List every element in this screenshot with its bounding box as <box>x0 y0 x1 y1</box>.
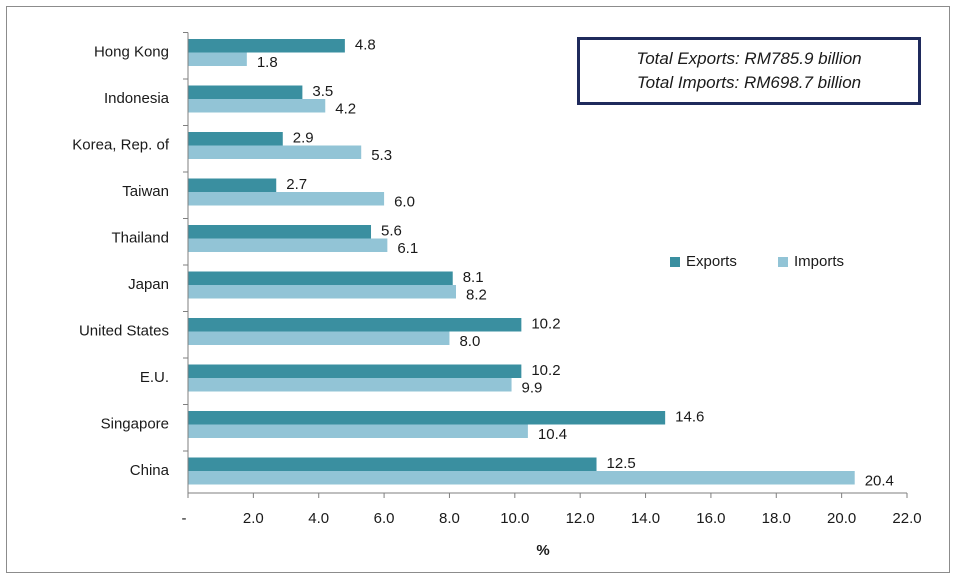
exports-bar-3 <box>188 178 277 192</box>
imports-value-label-4: 6.1 <box>397 240 418 257</box>
imports-value-label-6: 8.0 <box>459 333 480 350</box>
x-tick-label-8: 16.0 <box>696 510 725 527</box>
x-tick-label-3: 6.0 <box>374 510 395 527</box>
bars-layer <box>188 39 855 485</box>
category-label-1: Indonesia <box>104 90 170 107</box>
category-label-9: China <box>130 462 170 479</box>
imports-value-label-8: 10.4 <box>538 426 567 443</box>
totals-annotation-box: Total Exports: RM785.9 billion Total Imp… <box>577 37 921 105</box>
category-label-7: E.U. <box>140 369 169 386</box>
legend-exports-label: Exports <box>686 253 737 270</box>
x-tick-label-6: 12.0 <box>566 510 595 527</box>
x-axis-title: % <box>536 542 549 559</box>
imports-value-label-5: 8.2 <box>466 287 487 304</box>
axis-layer: - 2.0 4.0 6.0 8.0 10.0 12.0 14.0 16.0 18.0 20.0 22.… <box>182 32 922 559</box>
exports-bar-2 <box>188 132 283 146</box>
imports-value-label-9: 20.4 <box>865 473 894 490</box>
x-tick-label-5: 10.0 <box>500 510 529 527</box>
x-tick-label-11: 22.0 <box>892 510 921 527</box>
imports-bar-1 <box>188 99 326 113</box>
category-label-4: Thailand <box>111 229 169 246</box>
exports-value-label-5: 8.1 <box>463 269 484 286</box>
x-tick-label-9: 18.0 <box>762 510 791 527</box>
category-label-5: Japan <box>128 276 169 293</box>
legend-exports-swatch <box>670 257 680 267</box>
exports-value-label-9: 12.5 <box>607 455 636 472</box>
exports-value-label-3: 2.7 <box>286 176 307 193</box>
imports-bar-8 <box>188 424 528 438</box>
exports-value-label-6: 10.2 <box>531 316 560 333</box>
labels-layer: 4.8 1.8 Hong Kong 3.54.2 Indonesia 2.9 5.3 Kore… <box>72 37 894 490</box>
category-label-0: Hong Kong <box>94 43 169 60</box>
imports-bar-6 <box>188 331 450 345</box>
imports-bar-3 <box>188 192 385 206</box>
x-tick-label-7: 14.0 <box>631 510 660 527</box>
x-tick-label-1: 2.0 <box>243 510 264 527</box>
exports-bar-0 <box>188 39 345 53</box>
exports-bar-1 <box>188 85 303 99</box>
imports-value-label-7: 9.9 <box>522 380 543 397</box>
imports-bar-9 <box>188 471 855 485</box>
imports-value-label-0: 1.8 <box>257 54 278 71</box>
exports-value-label-4: 5.6 <box>381 223 402 240</box>
exports-bar-6 <box>188 318 522 332</box>
category-label-8: Singapore <box>101 415 169 432</box>
total-imports-note: Total Imports: RM698.7 billion <box>636 73 862 92</box>
exports-value-label-1: 3.5 <box>312 83 333 100</box>
category-label-2: Korea, Rep. of <box>72 136 170 153</box>
legend-imports-label: Imports <box>794 253 844 270</box>
imports-bar-4 <box>188 238 388 252</box>
exports-value-label-2: 2.9 <box>293 130 314 147</box>
imports-value-label-3: 6.0 <box>394 194 415 211</box>
exports-value-label-0: 4.8 <box>355 37 376 54</box>
x-tick-label-10: 20.0 <box>827 510 856 527</box>
category-label-3: Taiwan <box>122 183 169 200</box>
category-label-6: United States <box>79 322 169 339</box>
exports-bar-7 <box>188 364 522 378</box>
x-tick-label-4: 8.0 <box>439 510 460 527</box>
x-tick-label-2: 4.0 <box>308 510 329 527</box>
exports-bar-4 <box>188 225 372 239</box>
imports-bar-0 <box>188 52 247 66</box>
imports-bar-5 <box>188 285 456 299</box>
imports-value-label-2: 5.3 <box>371 147 392 164</box>
exports-bar-5 <box>188 271 453 285</box>
imports-value-label-1: 4.2 <box>335 101 356 118</box>
exports-bar-8 <box>188 411 666 425</box>
legend-imports-swatch <box>778 257 788 267</box>
exports-bar-9 <box>188 457 597 471</box>
exports-value-label-7: 10.2 <box>531 362 560 379</box>
exports-value-label-8: 14.6 <box>675 409 704 426</box>
imports-bar-7 <box>188 378 512 392</box>
x-tick-label-0: - <box>182 510 187 527</box>
imports-bar-2 <box>188 145 362 159</box>
total-exports-note: Total Exports: RM785.9 billion <box>636 49 862 68</box>
legend: Exports Imports <box>670 253 844 270</box>
